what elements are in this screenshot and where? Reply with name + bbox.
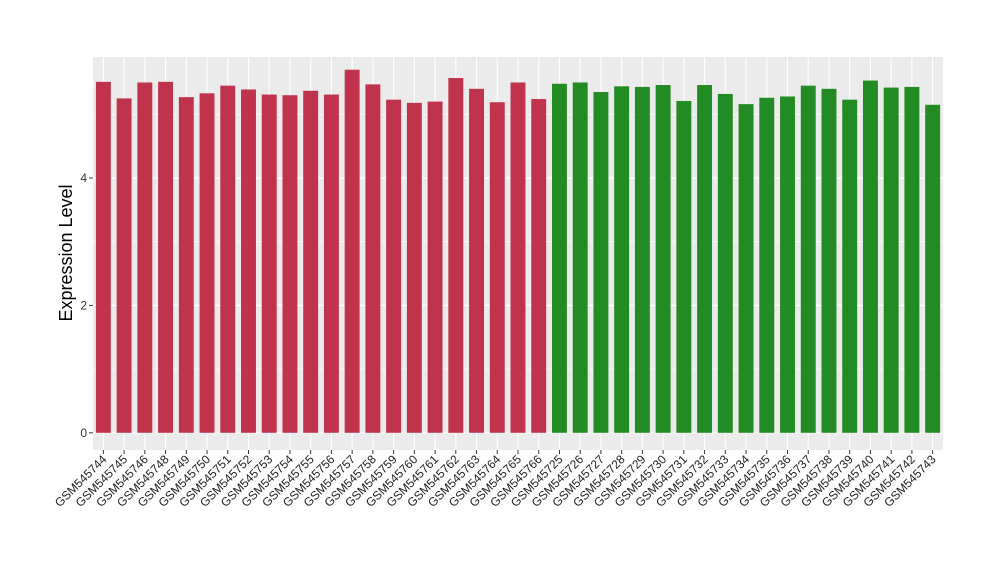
bar-GSM545751 — [220, 85, 236, 433]
bar-GSM545729 — [634, 86, 650, 433]
bar-GSM545732 — [697, 85, 713, 433]
bar-GSM545760 — [406, 102, 422, 433]
bar-GSM545727 — [593, 92, 609, 433]
bar-GSM545763 — [469, 88, 484, 433]
bar-GSM545753 — [261, 94, 277, 433]
bar-GSM545749 — [178, 97, 194, 433]
y-axis: 0 2 4 — [80, 171, 93, 440]
bar-GSM545765 — [510, 82, 526, 433]
y-tick-label: 4 — [80, 171, 87, 185]
bars — [95, 69, 941, 433]
bar-GSM545733 — [717, 93, 733, 433]
bar-GSM545742 — [904, 86, 920, 433]
bar-GSM545738 — [821, 88, 837, 433]
bar-GSM545744 — [95, 81, 111, 433]
bar-GSM545736 — [780, 96, 795, 433]
bar-GSM545731 — [676, 100, 692, 433]
bar-GSM545741 — [883, 87, 899, 433]
bar-GSM545735 — [759, 97, 775, 433]
bar-GSM545730 — [655, 85, 671, 433]
y-tick-label: 0 — [80, 426, 87, 440]
bar-GSM545740 — [862, 80, 878, 433]
bar-GSM545758 — [365, 84, 381, 433]
bar-GSM545766 — [531, 99, 547, 433]
bar-GSM545745 — [116, 98, 132, 433]
bar-GSM545734 — [738, 104, 754, 433]
bar-GSM545739 — [842, 99, 858, 433]
bar-GSM545737 — [800, 85, 816, 433]
bar-GSM545761 — [427, 101, 443, 433]
y-tick-label: 2 — [80, 298, 87, 312]
bar-GSM545725 — [552, 83, 567, 433]
bar-GSM545726 — [572, 82, 588, 433]
bar-GSM545743 — [925, 104, 941, 433]
bar-GSM545755 — [303, 90, 319, 433]
bar-GSM545762 — [448, 78, 464, 433]
bar-GSM545764 — [489, 102, 505, 433]
bar-GSM545752 — [241, 89, 256, 433]
bar-GSM545728 — [614, 86, 630, 433]
bar-GSM545754 — [282, 95, 298, 433]
y-axis-title: Expression Level — [56, 184, 76, 321]
bar-GSM545746 — [137, 82, 153, 433]
x-axis: GSM545744GSM545745GSM545746GSM545748GSM5… — [52, 450, 939, 510]
bar-GSM545759 — [386, 99, 402, 433]
bar-GSM545757 — [344, 69, 360, 433]
bar-GSM545750 — [199, 93, 215, 433]
bar-GSM545748 — [158, 81, 174, 433]
bar-GSM545756 — [323, 94, 339, 433]
